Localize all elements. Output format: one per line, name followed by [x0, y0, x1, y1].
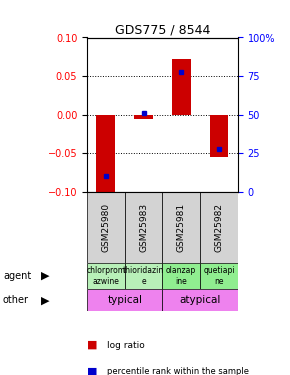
Bar — [200, 262, 238, 289]
Text: ■: ■ — [87, 340, 97, 350]
Text: percentile rank within the sample: percentile rank within the sample — [107, 367, 249, 375]
Text: atypical: atypical — [180, 295, 221, 305]
Text: olanzap
ine: olanzap ine — [166, 266, 196, 286]
Text: quetiapi
ne: quetiapi ne — [203, 266, 235, 286]
Text: chlorprom
azwine: chlorprom azwine — [86, 266, 125, 286]
Bar — [87, 192, 125, 262]
Text: GSM25983: GSM25983 — [139, 203, 148, 252]
Text: agent: agent — [3, 271, 31, 281]
Bar — [172, 59, 191, 115]
Bar — [209, 115, 229, 157]
Text: log ratio: log ratio — [107, 340, 145, 350]
Bar — [87, 289, 162, 311]
Bar — [200, 192, 238, 262]
Title: GDS775 / 8544: GDS775 / 8544 — [115, 23, 210, 36]
Text: GSM25982: GSM25982 — [214, 203, 224, 252]
Text: ▶: ▶ — [41, 271, 49, 281]
Text: thioridazin
e: thioridazin e — [123, 266, 164, 286]
Bar — [162, 192, 200, 262]
Text: GSM25981: GSM25981 — [177, 203, 186, 252]
Text: ▶: ▶ — [41, 295, 49, 305]
Bar — [125, 192, 162, 262]
Bar — [96, 115, 115, 192]
Bar — [134, 115, 153, 118]
Text: typical: typical — [107, 295, 142, 305]
Bar — [87, 262, 125, 289]
Bar — [162, 262, 200, 289]
Bar — [125, 262, 162, 289]
Text: ■: ■ — [87, 366, 97, 375]
Bar — [162, 289, 238, 311]
Text: other: other — [3, 295, 29, 305]
Text: GSM25980: GSM25980 — [101, 203, 110, 252]
